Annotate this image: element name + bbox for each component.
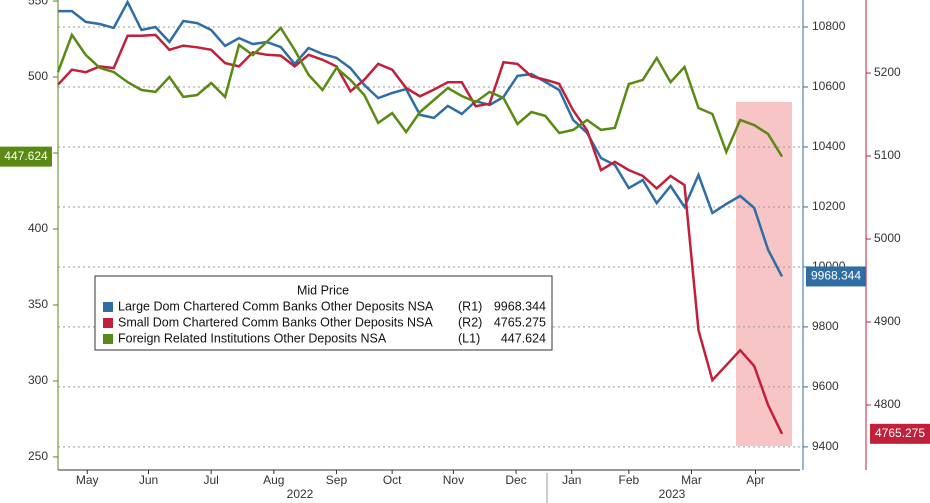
x-tick-label: Aug (263, 473, 284, 487)
value-tag (870, 423, 930, 444)
value-tag-label: 447.624 (4, 149, 48, 163)
value-tag (0, 146, 52, 167)
legend-axis: (L1) (458, 331, 480, 345)
axes: May Jun Jul Aug Sep Oct Nov Dec Jan Feb Mar Apr 250 3… (0, 0, 930, 487)
x-tick-label: Nov (443, 473, 464, 487)
y2-tick-label: 9400 (812, 439, 839, 453)
y-tick-label: 550 (28, 0, 48, 7)
y2-tick-label: 10600 (812, 79, 846, 93)
legend-title: Mid Price (297, 283, 349, 297)
legend-label: Foreign Related Institutions Other Depos… (118, 331, 387, 345)
x-tick-label: Feb (619, 473, 640, 487)
y3-tick-label: 4800 (874, 397, 901, 411)
legend-box (94, 275, 553, 351)
x-tick-label: Jul (203, 473, 218, 487)
year-label: 2023 (659, 487, 686, 501)
y2-tick-label: 10200 (812, 199, 846, 213)
x-tick-label: May (76, 473, 99, 487)
y3-tick-label: 5200 (874, 65, 901, 79)
x-tick-label: Sep (326, 473, 348, 487)
legend-value: 447.624 (501, 331, 546, 345)
lines (56, 0, 784, 435)
y2-tick-label: 9600 (812, 379, 839, 393)
legend-value: 9968.344 (494, 299, 546, 313)
y3-tick-label: 5100 (874, 148, 901, 162)
legend-label: Small Dom Chartered Comm Banks Other Dep… (118, 315, 433, 329)
legend-value: 4765.275 (494, 315, 546, 329)
x-tick-label: Jan (562, 473, 581, 487)
highlight-region (736, 102, 792, 446)
x-tick-label: Oct (383, 473, 402, 487)
value-tag (806, 266, 866, 287)
x-tick-label: Apr (746, 473, 765, 487)
y2-tick-label: 10400 (812, 139, 846, 153)
legend-axis: (R1) (458, 299, 482, 313)
legend: Mid Price Large Dom Chartered Comm Banks… (94, 275, 553, 351)
series-line (58, 0, 784, 277)
series-line (57, 33, 784, 435)
legend-axis: (R2) (458, 315, 482, 329)
y2-tick-label: 10800 (812, 19, 846, 33)
y3-tick-label: 5000 (874, 231, 901, 245)
x-tick-label: Mar (681, 473, 702, 487)
legend-label: Large Dom Chartered Comm Banks Other Dep… (118, 299, 434, 313)
y-tick-label: 350 (28, 297, 48, 311)
series-line (56, 26, 784, 158)
legend-swatch (103, 334, 113, 344)
legend-swatch (103, 302, 113, 312)
y-tick-label: 400 (28, 221, 48, 235)
y3-tick-label: 4900 (874, 314, 901, 328)
value-tag-label: 4765.275 (875, 426, 925, 440)
year-label: 2022 (287, 487, 314, 501)
y2-tick-label: 9800 (812, 319, 839, 333)
legend-swatch (103, 318, 113, 328)
value-tag-label: 9968.344 (811, 269, 861, 283)
x-tick-label: Dec (505, 473, 526, 487)
y-tick-label: 500 (28, 69, 48, 83)
y-tick-label: 250 (28, 449, 48, 463)
x-tick-label: Jun (139, 473, 158, 487)
y-tick-label: 300 (28, 373, 48, 387)
